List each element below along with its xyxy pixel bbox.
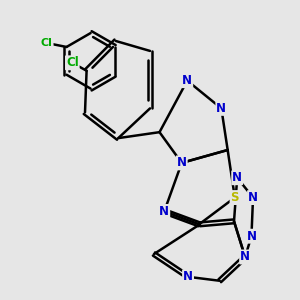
Text: N: N — [248, 191, 258, 204]
Text: N: N — [182, 74, 192, 87]
Text: N: N — [247, 230, 256, 243]
Text: N: N — [183, 270, 193, 283]
Text: N: N — [159, 205, 169, 218]
Text: N: N — [216, 102, 226, 115]
Text: Cl: Cl — [41, 38, 53, 48]
Text: Cl: Cl — [66, 56, 79, 69]
Text: S: S — [231, 191, 239, 204]
Text: N: N — [177, 156, 187, 170]
Text: N: N — [240, 250, 250, 263]
Text: N: N — [232, 171, 242, 184]
